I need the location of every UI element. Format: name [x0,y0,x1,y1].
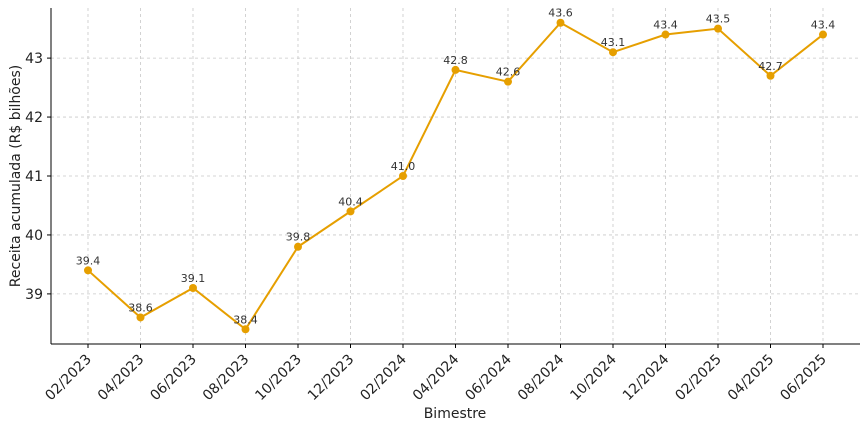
data-label: 43.1 [601,36,626,49]
data-point [819,30,827,39]
data-points [84,18,827,334]
x-tick-label: 02/2023 [42,352,94,404]
y-tick-label: 43 [25,51,43,67]
x-tick-label: 12/2024 [620,351,673,404]
data-label: 38.4 [233,313,258,326]
data-point [399,172,407,180]
x-tick-label: 02/2024 [357,351,410,404]
x-tick-label: 08/2024 [515,351,568,404]
x-tick-label: 10/2023 [252,352,304,404]
data-label: 40.4 [338,195,363,208]
data-label: 38.6 [128,301,153,314]
y-tick-label: 40 [25,228,43,244]
data-point [661,30,670,39]
data-point [189,284,197,292]
data-label: 39.1 [181,272,206,285]
y-axis-title: Receita acumulada (R$ bilhões) [8,65,24,288]
data-point [136,313,145,322]
x-tick-label: 02/2025 [672,352,724,404]
data-point [766,71,775,80]
y-tick-label: 41 [25,169,43,185]
data-labels: 39.4 38.6 39.1 38.4 39.8 40.4 41.0 42.8 42.6 43.6… [76,7,836,327]
x-axis-title: Bimestre [424,406,487,422]
x-tick-label: 06/2024 [462,351,515,404]
data-point [504,77,512,86]
x-tick-label: 04/2025 [725,352,777,404]
x-tick-label: 06/2023 [147,352,199,404]
data-label: 43.4 [811,19,836,32]
x-tick-label: 06/2025 [777,352,829,404]
data-label: 42.8 [443,54,468,67]
y-tick-label: 39 [25,287,43,303]
x-tick-label: 10/2024 [567,351,620,404]
data-label: 41.0 [391,160,416,173]
data-label: 42.6 [496,66,521,79]
data-label: 42.7 [758,60,783,73]
x-tick-label: 08/2023 [200,352,252,404]
data-label: 43.5 [706,13,731,26]
data-label: 39.4 [76,254,101,267]
x-tick-label: 04/2023 [95,352,147,404]
x-tick-label: 12/2023 [305,352,357,404]
data-point [609,48,617,57]
y-ticks: 39 40 41 42 43 [25,51,51,303]
data-label: 43.4 [653,19,678,32]
data-point [451,65,460,74]
data-point [346,207,355,216]
data-point [714,24,722,33]
data-point [241,325,250,334]
data-point [84,266,92,275]
data-label: 39.8 [286,231,311,244]
x-tick-label: 04/2024 [410,351,463,404]
data-label: 43.6 [548,7,573,20]
data-point [294,242,302,251]
y-tick-label: 42 [25,110,43,126]
data-point [556,18,565,27]
x-ticks: 02/2023 04/2023 06/2023 08/2023 10/2023 12/20… [42,344,830,404]
grid-layer [51,8,860,344]
